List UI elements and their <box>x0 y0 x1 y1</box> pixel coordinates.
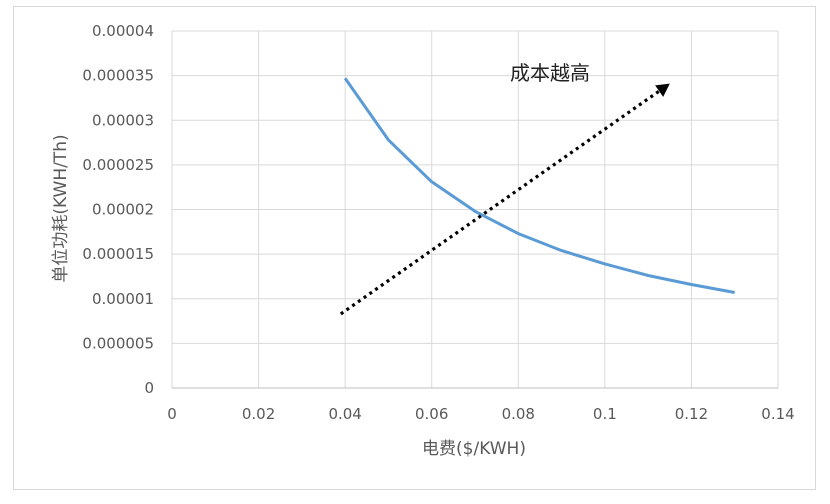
x-tick-label: 0.08 <box>502 405 535 423</box>
y-tick-label: 0.00002 <box>92 201 154 219</box>
x-tick-label: 0.12 <box>675 405 708 423</box>
x-tick-label: 0.1 <box>593 405 617 423</box>
x-tick-label: 0.06 <box>415 405 448 423</box>
axes <box>171 31 778 389</box>
y-tick-label: 0 <box>144 379 154 397</box>
y-tick-label: 0.00001 <box>92 290 154 308</box>
x-tick-label: 0.14 <box>761 405 794 423</box>
x-tick-label: 0.02 <box>242 405 275 423</box>
y-tick-label: 0.000005 <box>82 334 154 352</box>
x-tick-label: 0.04 <box>328 405 361 423</box>
y-tick-label: 0.000025 <box>82 156 154 174</box>
annotation-label: 成本越高 <box>510 61 590 85</box>
chart-frame <box>13 6 816 490</box>
y-tick-label: 0.00004 <box>92 22 154 40</box>
x-tick-labels: 0 0.02 0.04 0.06 0.08 0.1 0.12 0.14 <box>167 405 794 423</box>
x-axis-title: 电费($/KWH) <box>422 439 526 459</box>
x-tick-label: 0 <box>167 405 177 423</box>
y-tick-label: 0.000015 <box>82 245 154 263</box>
y-tick-label: 0.00003 <box>92 111 154 129</box>
series-line <box>343 77 735 294</box>
gridlines <box>172 30 779 388</box>
y-tick-labels: 0 0.000005 0.00001 0.000015 0.00002 0.000025 0… <box>82 22 154 397</box>
y-axis-title: 单位功耗(KWH/Th) <box>51 134 71 282</box>
y-tick-label: 0.000035 <box>82 67 154 85</box>
cost-arrow-annotation <box>339 83 670 316</box>
